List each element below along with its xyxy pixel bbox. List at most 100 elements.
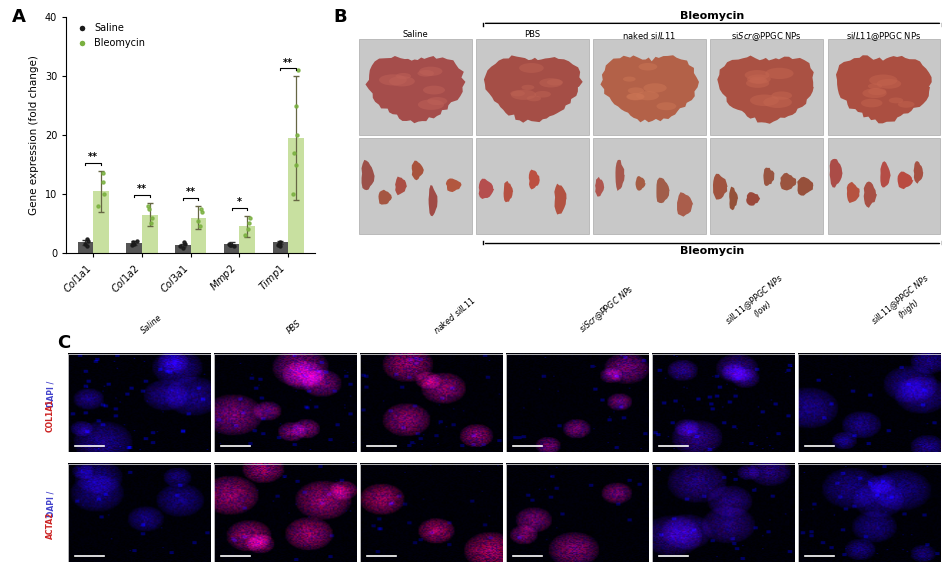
Polygon shape — [362, 160, 375, 190]
Circle shape — [418, 100, 444, 110]
Bar — [828, 137, 940, 234]
Bar — [594, 137, 706, 234]
Polygon shape — [379, 190, 392, 205]
Bar — [476, 137, 589, 234]
Polygon shape — [478, 179, 494, 199]
Polygon shape — [554, 184, 566, 215]
Text: $\mathit{siIL11}$@PPGC NPs
(low): $\mathit{siIL11}$@PPGC NPs (low) — [724, 272, 794, 336]
Bar — [175, 245, 190, 253]
Polygon shape — [881, 161, 891, 187]
Text: $\mathit{siScr}$@PPGC NPs: $\mathit{siScr}$@PPGC NPs — [578, 282, 637, 336]
Text: naked si$\mathit{IL11}$: naked si$\mathit{IL11}$ — [622, 30, 676, 41]
Circle shape — [750, 94, 778, 106]
Bar — [652, 354, 795, 452]
Polygon shape — [830, 159, 843, 187]
Circle shape — [423, 86, 445, 94]
Circle shape — [396, 73, 411, 79]
Bar — [360, 354, 503, 452]
Polygon shape — [797, 177, 813, 196]
Bar — [288, 138, 304, 253]
Circle shape — [747, 74, 771, 84]
Polygon shape — [446, 179, 461, 192]
Bar — [214, 354, 356, 452]
Bar — [506, 354, 649, 452]
Circle shape — [522, 85, 534, 90]
Circle shape — [749, 77, 767, 84]
Polygon shape — [656, 178, 670, 203]
Polygon shape — [836, 55, 932, 123]
Bar — [359, 38, 472, 135]
Polygon shape — [484, 55, 582, 123]
Polygon shape — [864, 182, 877, 208]
Circle shape — [877, 79, 902, 88]
Bar — [214, 464, 356, 562]
Polygon shape — [847, 182, 860, 203]
Polygon shape — [395, 176, 407, 196]
Circle shape — [656, 102, 676, 110]
Circle shape — [546, 79, 563, 86]
Circle shape — [527, 95, 541, 101]
Bar — [190, 218, 206, 253]
Polygon shape — [780, 173, 796, 190]
Circle shape — [765, 68, 794, 79]
Bar — [126, 243, 142, 253]
Text: ACTA2: ACTA2 — [46, 512, 55, 539]
Polygon shape — [713, 174, 727, 200]
Bar — [652, 464, 795, 562]
Polygon shape — [729, 187, 738, 210]
Text: $\mathit{siIL11}$@PPGC NPs
(high): $\mathit{siIL11}$@PPGC NPs (high) — [869, 272, 939, 336]
Text: **: ** — [137, 184, 147, 194]
Bar — [710, 137, 823, 234]
Circle shape — [888, 97, 903, 104]
Bar — [710, 38, 823, 135]
Bar — [798, 464, 940, 562]
Text: *: * — [237, 197, 241, 207]
Circle shape — [627, 93, 644, 100]
Bar — [273, 242, 288, 253]
Bar — [68, 464, 210, 562]
Bar — [93, 191, 109, 253]
Circle shape — [534, 91, 551, 98]
Circle shape — [638, 63, 657, 70]
Bar — [359, 137, 472, 234]
Circle shape — [643, 83, 667, 93]
Bar — [828, 38, 940, 135]
Circle shape — [869, 74, 898, 86]
Circle shape — [623, 77, 635, 81]
Circle shape — [420, 66, 442, 76]
Polygon shape — [763, 168, 775, 186]
Text: B: B — [333, 8, 347, 26]
Circle shape — [626, 93, 645, 101]
Bar — [798, 354, 940, 452]
Text: si$\mathit{Scr}$@PPGC NPs: si$\mathit{Scr}$@PPGC NPs — [731, 30, 802, 43]
Polygon shape — [898, 172, 913, 189]
Text: PBS: PBS — [285, 319, 303, 336]
Legend: Saline, Bleomycin: Saline, Bleomycin — [71, 22, 147, 49]
Circle shape — [861, 99, 883, 108]
Circle shape — [636, 91, 659, 100]
Bar — [223, 244, 240, 253]
Polygon shape — [528, 169, 540, 190]
Bar — [240, 226, 255, 253]
Circle shape — [746, 79, 769, 88]
Circle shape — [379, 74, 407, 86]
Circle shape — [898, 101, 915, 108]
Bar — [142, 215, 157, 253]
Polygon shape — [504, 181, 513, 203]
Polygon shape — [914, 161, 923, 184]
Circle shape — [868, 88, 886, 95]
Bar — [476, 38, 589, 135]
Polygon shape — [412, 161, 424, 180]
Polygon shape — [616, 160, 625, 191]
Circle shape — [389, 76, 415, 87]
Circle shape — [744, 70, 770, 80]
Circle shape — [510, 90, 536, 100]
Text: si$\mathit{IL11}$@PPGC NPs: si$\mathit{IL11}$@PPGC NPs — [846, 30, 921, 43]
Circle shape — [863, 88, 886, 98]
Text: Saline: Saline — [402, 30, 428, 40]
Bar — [506, 464, 649, 562]
Polygon shape — [600, 55, 699, 122]
Bar — [360, 464, 503, 562]
Text: **: ** — [283, 58, 294, 68]
Y-axis label: Gene expression (fold change): Gene expression (fold change) — [29, 55, 40, 215]
